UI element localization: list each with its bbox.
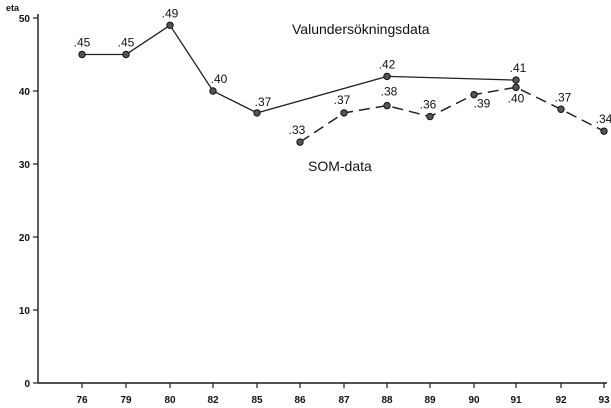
x-tick-label-76: 76 xyxy=(76,395,88,406)
data-label-s1-91: .40 xyxy=(508,91,525,105)
series-line-0 xyxy=(82,24,517,114)
series-line-1 xyxy=(299,86,605,143)
series-label-valundersokningsdata: Valundersökningsdata xyxy=(292,21,430,37)
data-label-s0-80: .49 xyxy=(162,6,179,20)
y-tick-label-0: 0 xyxy=(24,379,30,390)
series-lines xyxy=(82,24,605,143)
data-labels: .45 .45 .49 .40 .37 .42 .41 .33 .37 .38 .36 .39 .40.… xyxy=(74,6,611,137)
x-tick-label-88: 88 xyxy=(381,395,393,406)
data-label-s0-82: .40 xyxy=(211,72,228,86)
x-tick-label-82: 82 xyxy=(207,395,219,406)
point-s0-91 xyxy=(512,76,520,84)
x-tick-label-90: 90 xyxy=(468,395,480,406)
x-tick-label-80: 80 xyxy=(164,395,176,406)
data-label-s1-92: .37 xyxy=(555,90,572,104)
y-tick-label-40: 40 xyxy=(19,87,31,98)
data-label-s0-88: .42 xyxy=(379,57,396,71)
point-s0-82 xyxy=(209,87,217,95)
point-s0-80 xyxy=(166,21,174,29)
x-tick-label-93: 93 xyxy=(598,395,610,406)
x-tick-label-92: 92 xyxy=(555,395,567,406)
data-label-s1-86: .33 xyxy=(289,123,306,137)
point-s1-89 xyxy=(426,112,434,121)
data-label-s1-89: .36 xyxy=(420,98,437,112)
y-tick-label-10: 10 xyxy=(19,306,31,317)
point-s0-85 xyxy=(253,109,261,117)
point-s1-92 xyxy=(557,105,565,113)
data-label-s1-88: .38 xyxy=(381,85,398,99)
data-label-s1-87: .37 xyxy=(334,93,351,107)
y-tick-label-20: 20 xyxy=(19,233,31,244)
x-tick-label-89: 89 xyxy=(424,395,436,406)
y-tick-label-50: 50 xyxy=(19,14,31,25)
y-tick-label-30: 30 xyxy=(19,160,31,171)
point-s1-93 xyxy=(600,127,608,135)
x-tick-label-86: 86 xyxy=(294,395,306,406)
y-axis-label: eta xyxy=(6,3,20,13)
axes: 0 10 20 30 40 50 76 79 80 82 85 86 87 88 89 90 91 92 93 xyxy=(19,14,610,406)
point-s1-91 xyxy=(512,83,520,92)
point-s1-88 xyxy=(383,101,391,110)
point-s0-76 xyxy=(78,50,86,59)
series-label-som-data: SOM-data xyxy=(308,158,372,174)
point-s1-87 xyxy=(340,109,348,117)
data-label-s0-76: .45 xyxy=(74,36,91,50)
x-tick-label-85: 85 xyxy=(251,395,263,406)
data-label-s1-90: .39 xyxy=(474,97,491,111)
data-label-s0-91: .41 xyxy=(510,61,527,75)
x-tick-label-87: 87 xyxy=(338,395,350,406)
data-label-s0-85: .37 xyxy=(255,95,272,109)
data-label-s0-79: .45 xyxy=(118,36,135,50)
point-s0-88 xyxy=(383,72,391,81)
point-s1-86 xyxy=(296,138,304,146)
x-tick-label-79: 79 xyxy=(120,395,132,406)
point-s1-90 xyxy=(470,90,478,99)
x-tick-label-91: 91 xyxy=(510,395,522,406)
data-label-s1-93: .34 xyxy=(596,112,611,126)
point-s0-79 xyxy=(122,50,130,59)
series-markers xyxy=(78,21,608,146)
